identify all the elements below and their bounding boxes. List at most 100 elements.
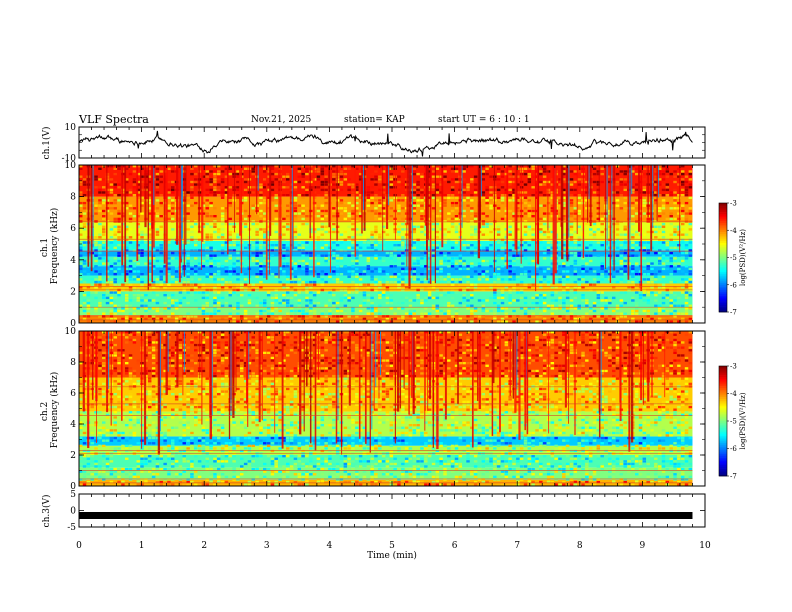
spectrogram-cell	[427, 194, 432, 197]
spectrogram-cell	[435, 296, 440, 300]
spectrogram-cell	[366, 312, 371, 315]
spectrogram-cell	[504, 315, 509, 318]
spectrogram-cell	[450, 304, 455, 307]
spectrogram-cell	[82, 178, 87, 181]
spectrogram-cell	[370, 246, 374, 249]
spectrogram-cell	[213, 301, 217, 305]
spectrogram-cell	[654, 304, 658, 307]
spectrogram-cell	[562, 238, 566, 242]
spectrogram-cell	[125, 267, 129, 271]
spectrogram-cell	[527, 246, 532, 249]
spectrogram-cell	[378, 275, 382, 278]
spectrogram-cell	[332, 186, 336, 189]
spectrogram-cell	[140, 230, 144, 234]
spectrogram-cell	[673, 241, 677, 244]
spectrogram-cell	[140, 167, 144, 170]
spectrogram-cell	[512, 180, 516, 184]
spectrogram-cell	[550, 299, 555, 302]
spectrogram-cell	[401, 165, 405, 168]
spectrogram-cell	[412, 270, 417, 273]
spectrogram-cell	[577, 307, 581, 310]
spectrogram-cell	[220, 249, 225, 252]
spectrogram-cell	[431, 236, 436, 239]
spectrogram-cell	[654, 191, 658, 194]
spectrogram-cell	[550, 254, 555, 257]
spectrogram-cell	[186, 215, 190, 218]
spectrogram-cell	[102, 201, 106, 205]
spectrogram-cell	[163, 294, 167, 297]
spectrogram-cell	[358, 309, 363, 313]
spectrogram-cell	[351, 238, 355, 242]
spectrogram-cell	[658, 207, 662, 210]
spectrogram-cell	[301, 241, 305, 244]
spectrogram-cell	[489, 317, 493, 321]
spectrogram-cell	[585, 270, 589, 273]
spectrogram-cell	[274, 199, 278, 202]
spectrogram-cell	[274, 172, 278, 176]
spectrogram-cell	[542, 194, 547, 197]
spectrogram-cell	[623, 301, 627, 305]
spectrogram-cell	[677, 254, 681, 257]
spectrogram-cell	[427, 238, 432, 242]
spectrogram-cell	[485, 275, 489, 278]
spectrogram-cell	[240, 309, 244, 313]
spectrogram-cell	[454, 241, 459, 244]
spectrogram-cell	[136, 225, 140, 228]
spectrogram-cell	[347, 299, 351, 302]
spectrogram-cell	[681, 175, 685, 178]
spectrogram-cell	[94, 178, 98, 181]
spectrogram-cell	[113, 307, 117, 310]
spectrogram-cell	[332, 257, 336, 260]
spectrogram-cell	[324, 244, 328, 247]
spectrogram-cell	[562, 183, 566, 186]
spectrogram-cell	[86, 455, 91, 458]
spectrogram-cell	[301, 294, 305, 297]
spectrogram-cell	[94, 434, 98, 437]
spectrogram-cell	[677, 212, 681, 215]
spectrogram-cell	[293, 315, 298, 318]
spectrogram-cell	[508, 301, 512, 305]
spectrogram-cell	[366, 265, 371, 268]
spectrogram-cell	[343, 249, 348, 252]
spectrogram-cell	[82, 180, 87, 184]
spectrogram-cell	[136, 309, 140, 313]
spectrogram-cell	[473, 225, 478, 228]
spectrogram-cell	[140, 204, 144, 207]
spectrogram-cell	[408, 304, 413, 307]
spectrogram-cell	[646, 265, 650, 268]
spectrogram-cell	[201, 201, 206, 205]
spectrogram-cell	[236, 212, 240, 215]
spectrogram-cell	[105, 317, 110, 321]
spectrogram-cell	[681, 259, 685, 263]
spectrogram-cell	[339, 199, 344, 202]
spectrogram-cell	[577, 196, 581, 199]
spectrogram-cell	[665, 241, 670, 244]
spectrogram-cell	[408, 309, 413, 313]
spectrogram-cell	[159, 251, 163, 255]
spectrogram-cell	[370, 201, 374, 205]
spectrogram-cell	[301, 315, 305, 318]
spectrogram-cell	[270, 222, 275, 226]
spectrogram-cell	[661, 296, 666, 300]
spectrogram-cell	[374, 180, 378, 184]
spectrogram-cell	[669, 246, 673, 249]
spectrogram-cell	[542, 275, 547, 278]
spectrogram-cell	[94, 478, 98, 481]
spectrogram-cell	[454, 291, 459, 294]
spectrogram-cell	[688, 267, 693, 271]
spectrogram-cell	[82, 225, 87, 228]
spectrogram-cell	[385, 228, 390, 231]
spectrogram-cell	[389, 294, 394, 297]
spectrogram-cell	[335, 307, 340, 310]
spectrogram-cell	[186, 212, 190, 215]
spectrogram-cell	[102, 315, 106, 318]
spectrogram-cell	[102, 431, 106, 435]
spectrogram-cell	[148, 299, 152, 302]
spectrogram-cell	[102, 241, 106, 244]
spectrogram-cell	[573, 320, 578, 323]
spectrogram-cell	[661, 188, 666, 192]
spectrogram-cell	[255, 222, 259, 226]
spectrogram-cell	[631, 312, 635, 315]
spectrogram-cell	[681, 251, 685, 255]
spectrogram-cell	[485, 201, 489, 205]
